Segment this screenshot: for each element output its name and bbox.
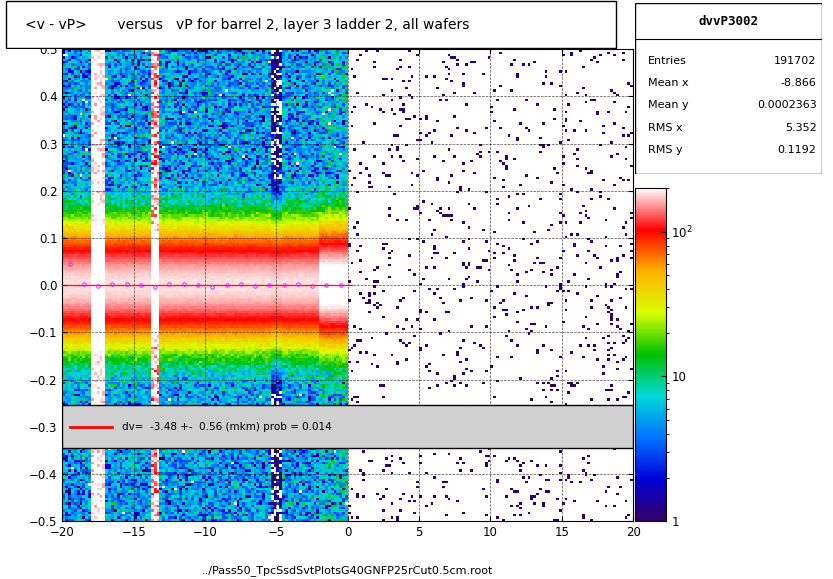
Text: <v - vP>       versus   vP for barrel 2, layer 3 ladder 2, all wafers: <v - vP> versus vP for barrel 2, layer 3…	[25, 17, 470, 32]
Text: Entries: Entries	[648, 56, 686, 66]
Text: Mean x: Mean x	[648, 78, 689, 88]
Text: 191702: 191702	[774, 56, 816, 66]
Text: dvvP3002: dvvP3002	[698, 15, 759, 28]
Text: 0.0002363: 0.0002363	[757, 100, 816, 111]
Text: RMS y: RMS y	[648, 145, 682, 155]
Text: 0.1192: 0.1192	[778, 145, 816, 155]
Text: 5.352: 5.352	[785, 123, 816, 133]
Text: RMS x: RMS x	[648, 123, 682, 133]
FancyBboxPatch shape	[7, 2, 616, 48]
Bar	[62, 405, 633, 448]
Text: Mean y: Mean y	[648, 100, 689, 111]
Text: -8.866: -8.866	[781, 78, 816, 88]
Text: dv=  -3.48 +-  0.56 (mkm) prob = 0.014: dv= -3.48 +- 0.56 (mkm) prob = 0.014	[122, 422, 332, 432]
Text: ../Pass50_TpcSsdSvtPlotsG40GNFP25rCut0.5cm.root: ../Pass50_TpcSsdSvtPlotsG40GNFP25rCut0.5…	[202, 565, 493, 576]
